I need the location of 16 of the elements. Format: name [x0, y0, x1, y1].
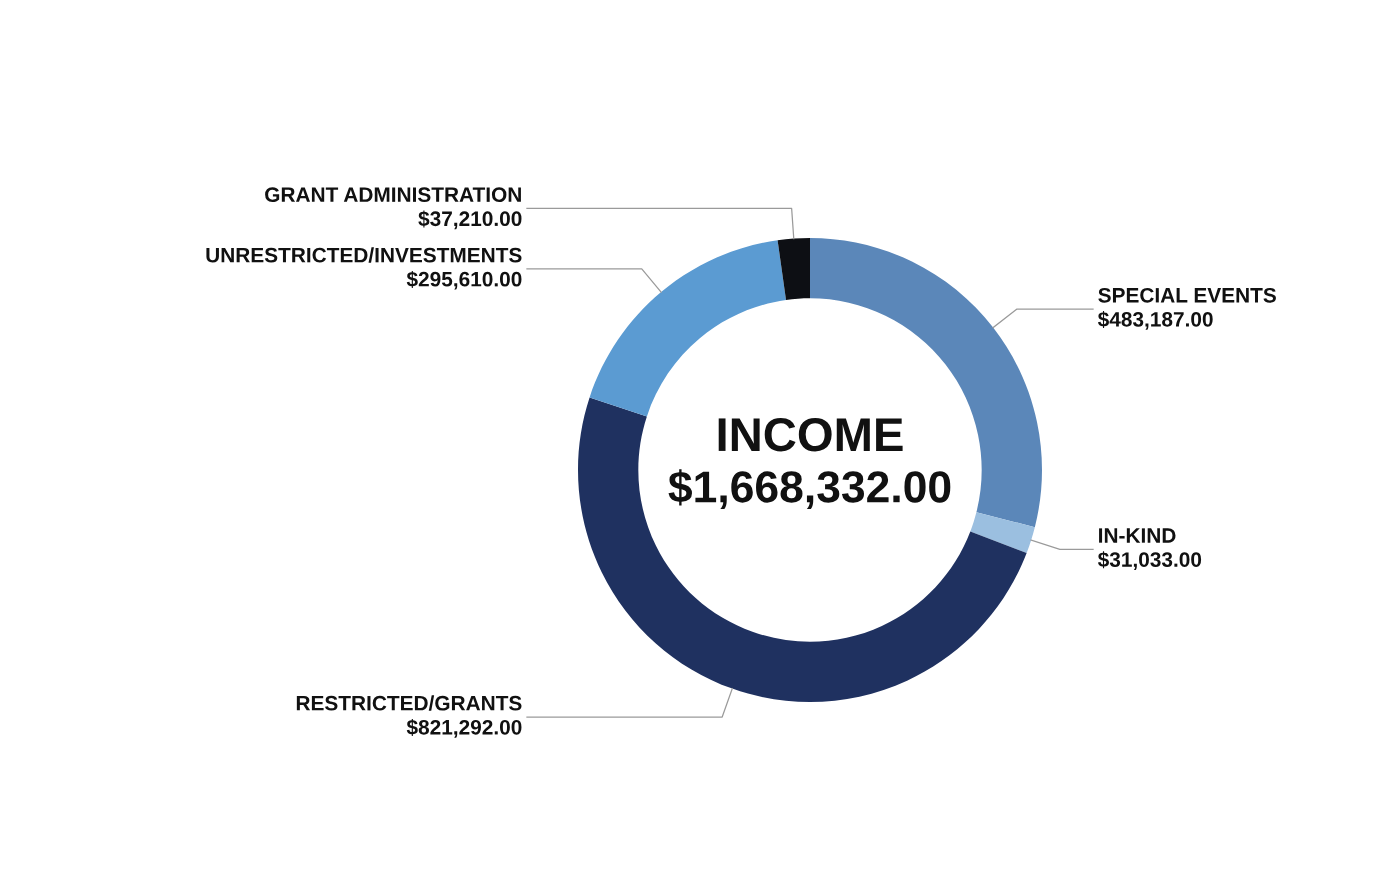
slice-label: UNRESTRICTED/INVESTMENTS [206, 247, 522, 263]
donut-slice [777, 238, 810, 300]
data-label: $31,033.00 [1097, 551, 1202, 570]
donut-slice [578, 397, 1027, 702]
donut-slice [970, 512, 1035, 553]
slice-label: IN-KIND [1099, 528, 1176, 543]
slice-label: RESTRICTED/GRANTS [296, 695, 522, 711]
slice-label: GRANT ADMINISTRATION [265, 187, 521, 203]
text: $1,668,332.00 [668, 469, 951, 510]
data-label: $37,210.00 [418, 210, 522, 230]
donut-slice [589, 240, 787, 417]
data-label: $821,292.00 [406, 718, 522, 738]
slice-label: SPECIAL EVENTS [1098, 287, 1276, 303]
data-label: $295,610.00 [406, 270, 522, 290]
data-label: $483,187.00 [1097, 311, 1213, 330]
text: INCOME [718, 417, 903, 452]
